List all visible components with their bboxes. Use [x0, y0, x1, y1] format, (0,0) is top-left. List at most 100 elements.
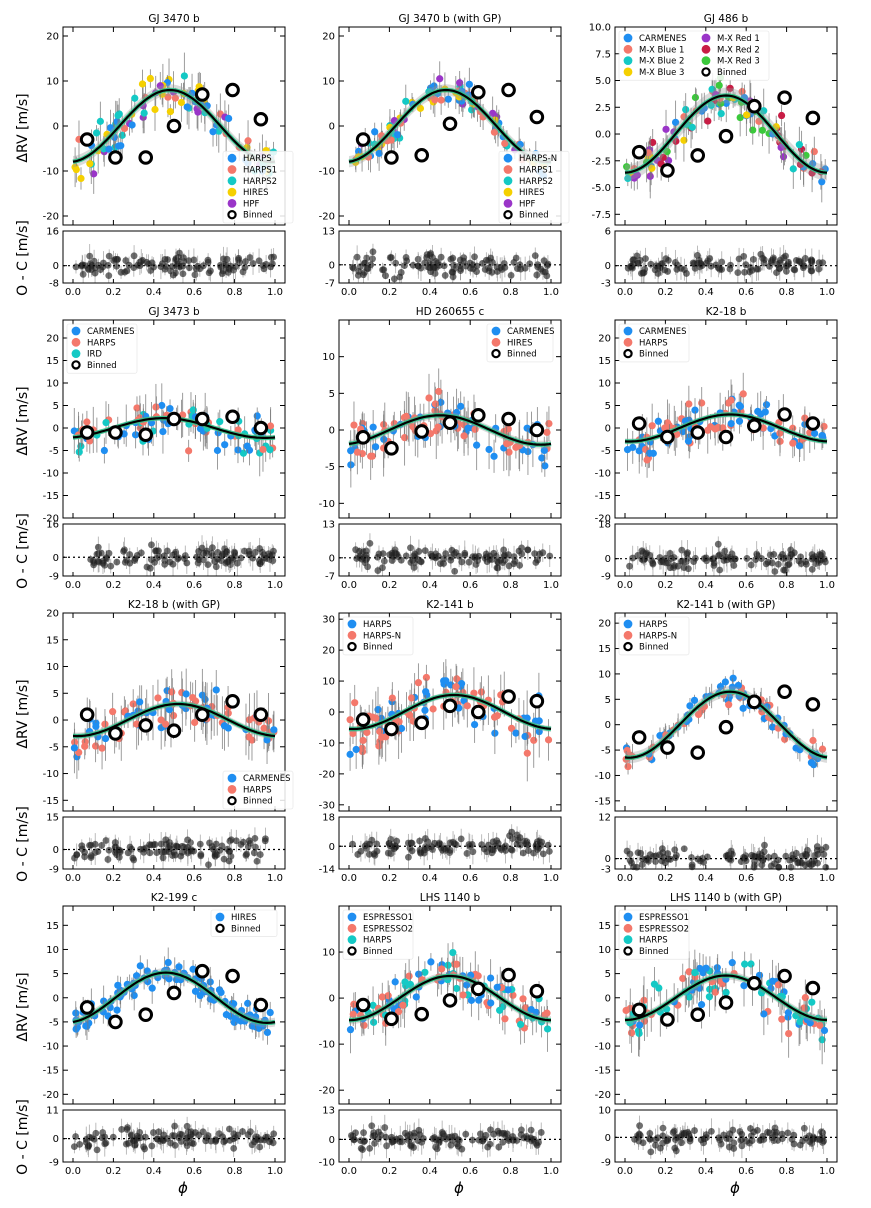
residual-point — [638, 547, 646, 555]
residual-point — [723, 556, 731, 564]
point-harps — [152, 403, 160, 411]
residual-point — [357, 847, 365, 855]
residual-point — [639, 269, 647, 277]
residual-point — [519, 849, 527, 857]
residual-point — [688, 854, 695, 861]
rv-axes-frame — [614, 26, 838, 226]
legend-label: Binned — [717, 68, 747, 78]
legend-label: IRD — [87, 350, 102, 360]
y-tick-label: -7.5 — [591, 210, 611, 221]
point-hires — [114, 981, 122, 989]
legend-marker — [623, 326, 633, 336]
binned-point — [166, 723, 182, 739]
legend-label: HARPS — [243, 785, 272, 795]
x-tick-label: 0.8 — [227, 580, 243, 591]
point-carmenes — [735, 417, 744, 425]
residual-point — [758, 861, 766, 869]
residual-point — [387, 254, 395, 261]
oc-axes-frame — [62, 523, 286, 577]
residual-point — [482, 256, 490, 264]
residual-point — [792, 849, 800, 857]
point-harps — [721, 678, 729, 686]
y-tick-label: 5 — [605, 401, 611, 412]
binned-point — [529, 422, 545, 438]
legend-marker-binned — [503, 209, 513, 220]
panel-title: GJ 3470 b — [148, 13, 200, 25]
legend-label: M-X Blue 3 — [639, 68, 684, 78]
residual-point — [525, 847, 532, 855]
oc-axes-frame — [614, 523, 838, 577]
legend-marker — [503, 176, 513, 186]
residual-point — [629, 554, 637, 562]
point-hires — [77, 174, 85, 183]
oc-panel: -9 0 11 0.0 0.2 0.4 0.6 0.8 1.0 — [46, 1106, 286, 1177]
point-m-x-blue-2 — [707, 101, 715, 109]
residual-point — [524, 841, 532, 849]
point-harps-n — [818, 745, 827, 753]
point-harps — [512, 729, 520, 737]
y-tick-label: -10 — [319, 167, 335, 178]
residual-point — [172, 851, 179, 859]
residual-point — [702, 554, 710, 562]
residual-point — [219, 550, 226, 558]
residual-point — [765, 853, 773, 861]
point-hires — [133, 972, 141, 980]
residual-point — [113, 262, 120, 270]
point-harps2 — [131, 94, 139, 102]
x-tick-label: 0.6 — [186, 580, 202, 591]
legend-label: CARMENES — [243, 774, 291, 784]
residual-point — [174, 555, 182, 563]
x-tick-label: 0.0 — [65, 1166, 81, 1177]
y-tick-label: 15 — [598, 644, 611, 655]
oc-panel: -9 0 16 0.0 0.2 0.4 0.6 0.8 1.0 — [46, 520, 286, 591]
residual-point — [160, 552, 168, 560]
y-tick-label: 15 — [46, 635, 59, 646]
point-hires — [503, 440, 511, 448]
residual-point — [493, 268, 501, 275]
point-harps-n — [477, 688, 486, 696]
residual-point — [502, 847, 509, 854]
binned-point — [166, 985, 182, 1001]
legend-label: HIRES — [519, 188, 545, 198]
point-harps — [234, 426, 242, 434]
residual-point — [359, 271, 367, 279]
residual-point — [260, 265, 268, 273]
residual-point — [726, 855, 734, 863]
point-carmenes — [684, 437, 693, 445]
point-harps-n — [414, 679, 423, 687]
residual-point — [818, 846, 825, 854]
x-tick-label: 0.6 — [738, 580, 754, 591]
point-carmenes — [795, 442, 804, 450]
point-harps1 — [171, 94, 179, 102]
point-hires — [431, 400, 439, 408]
point-harps-n — [346, 716, 354, 724]
residual-point — [204, 561, 212, 569]
point-hires — [350, 421, 358, 429]
x-tick-label: 0.2 — [657, 287, 673, 298]
x-tick-label: 0.8 — [503, 873, 519, 884]
binned-point — [225, 968, 240, 984]
point-harps — [369, 1001, 377, 1009]
point-harps — [352, 745, 360, 754]
residual-point — [778, 551, 786, 558]
point-harps — [820, 422, 828, 431]
residual-point — [507, 271, 515, 279]
point-harps-n — [430, 82, 438, 90]
residual-point — [510, 560, 518, 568]
residual-point — [382, 272, 389, 280]
residual-point — [741, 268, 749, 276]
rv-axes-frame — [614, 612, 838, 812]
point-harps-n — [349, 729, 357, 738]
residual-point — [211, 558, 219, 566]
residual-point — [683, 270, 690, 277]
point-hires — [113, 1006, 121, 1014]
legend-label: HPF — [519, 199, 536, 209]
legend-box — [618, 30, 770, 81]
residual-point — [735, 255, 743, 263]
point-harps — [421, 706, 429, 714]
point-m-x-blue-3 — [680, 136, 688, 144]
residual-point — [86, 252, 94, 260]
point-hpf — [194, 108, 202, 116]
point-harps2 — [140, 109, 148, 117]
oc-panel: -14 0 18 0.0 0.2 0.4 0.6 0.8 1.0 — [319, 813, 562, 884]
